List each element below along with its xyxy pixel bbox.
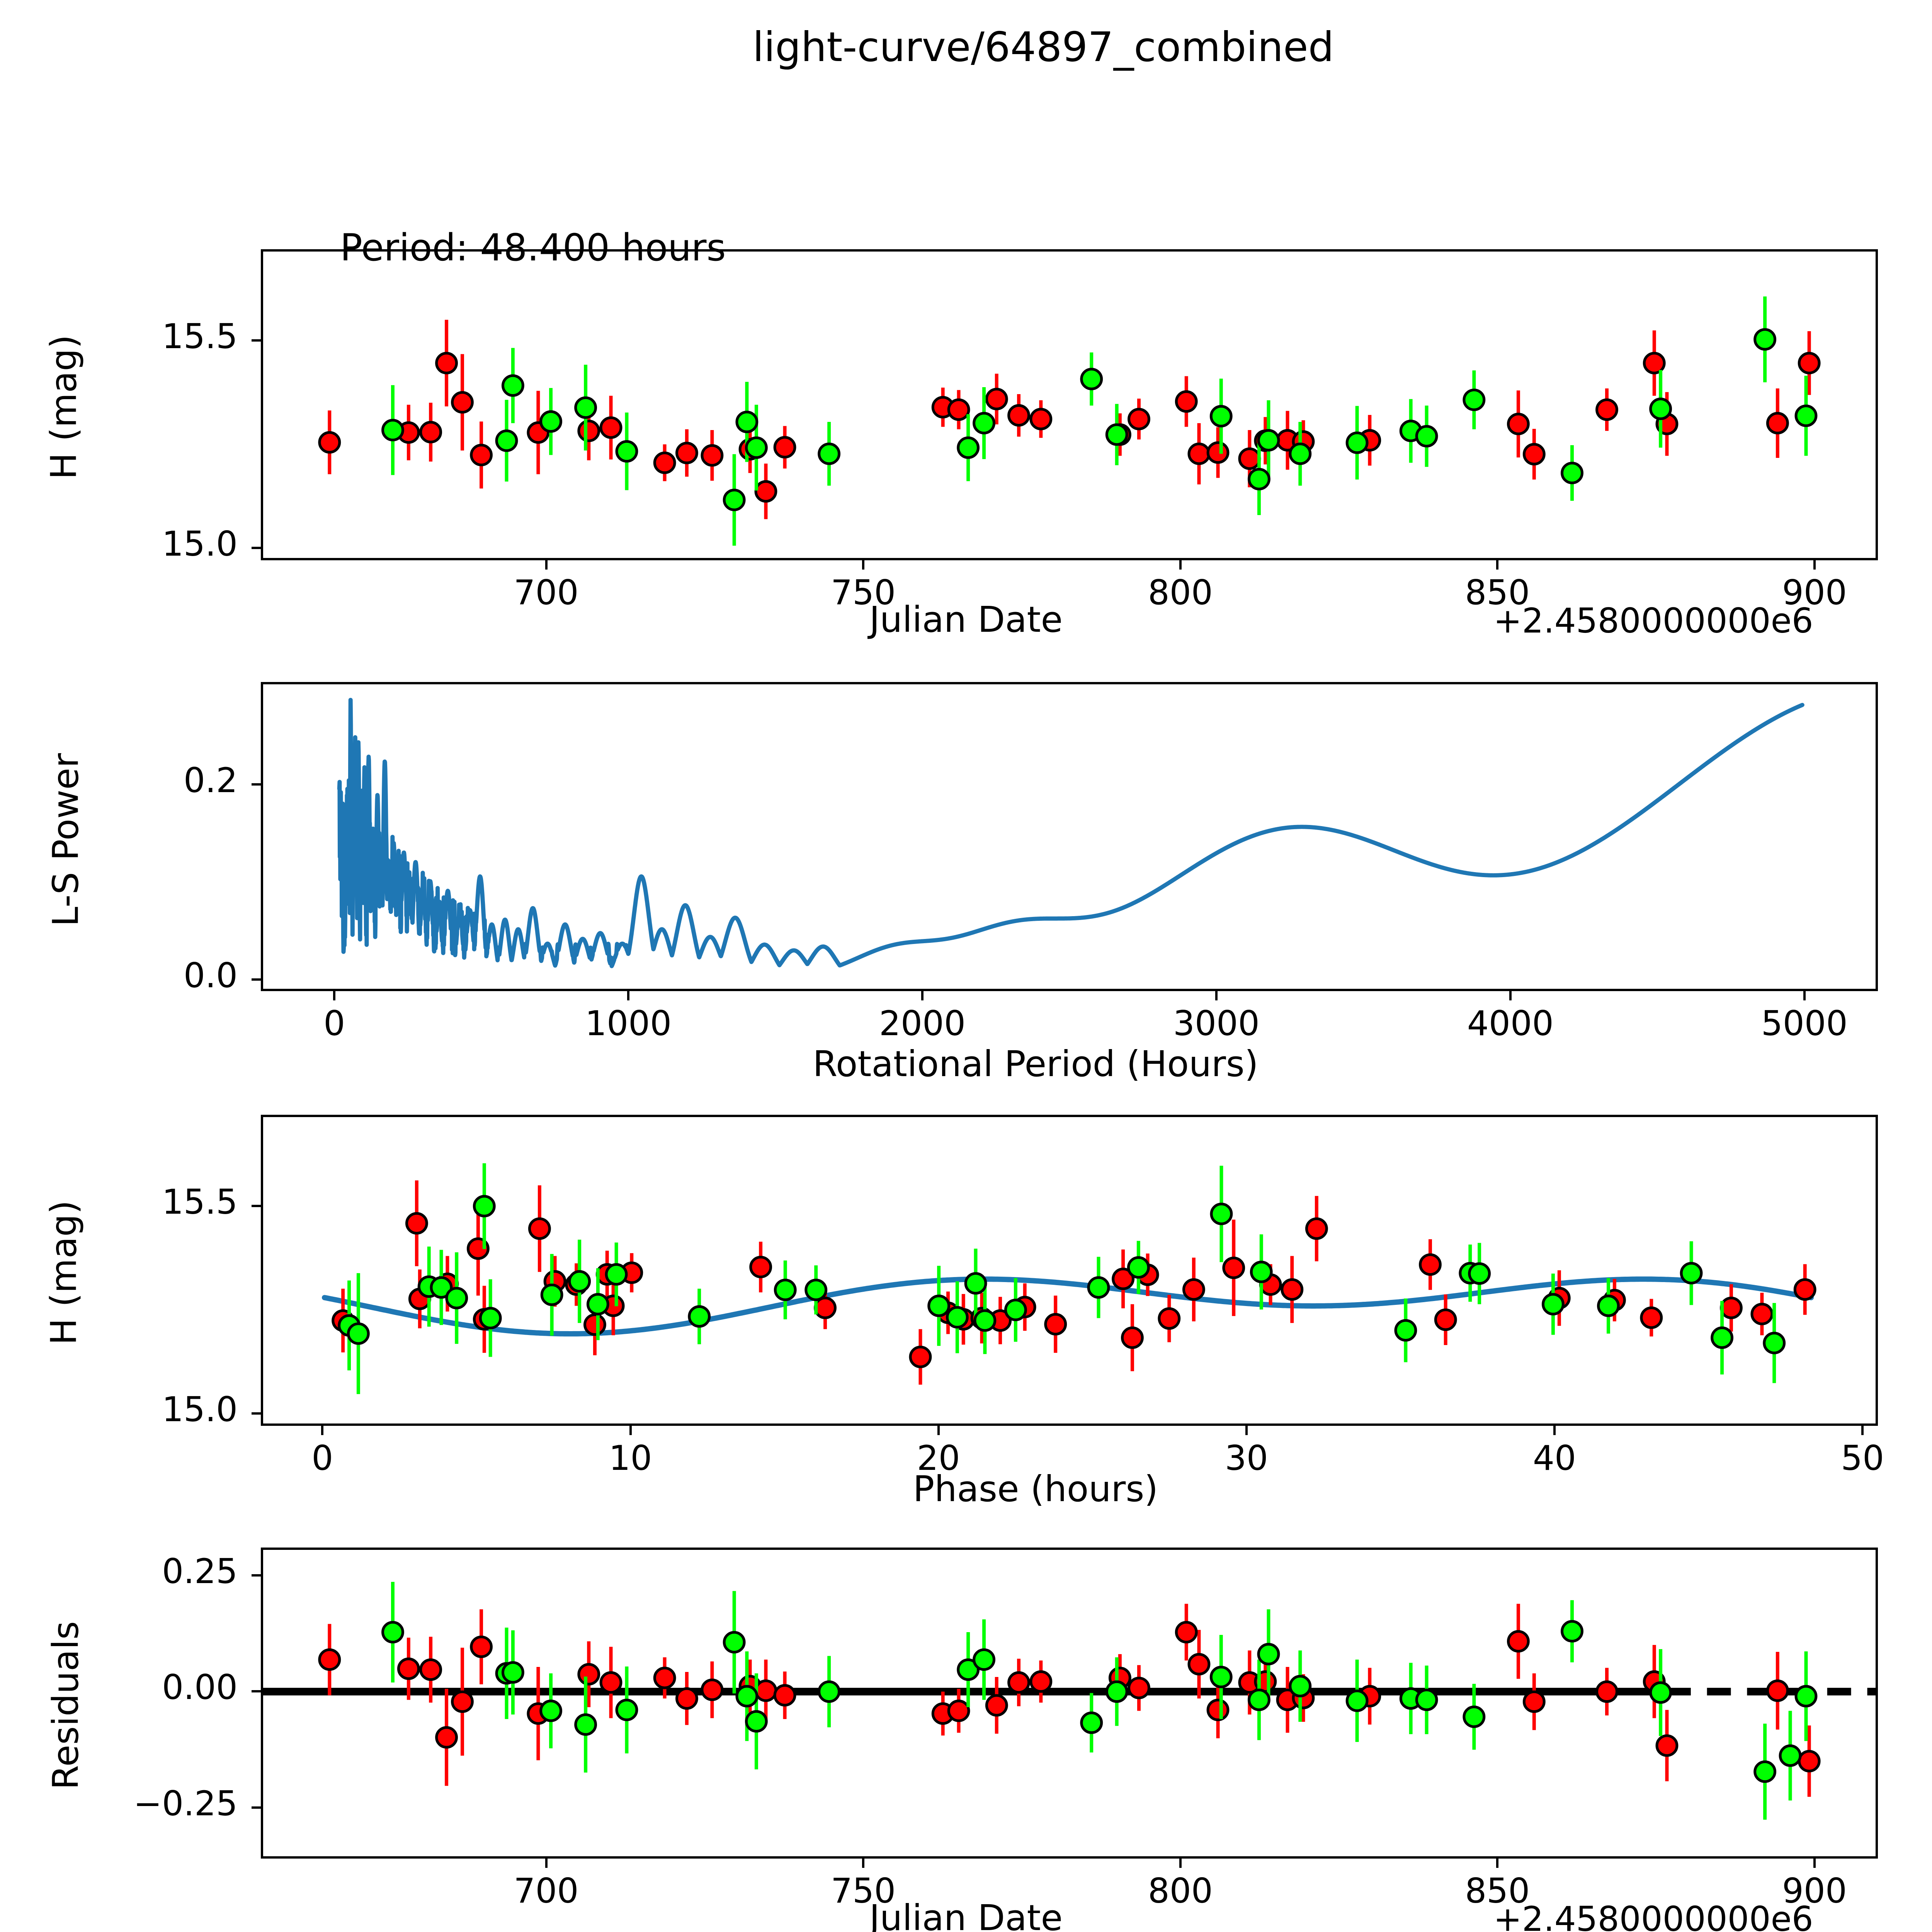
data-series-red — [318, 1604, 1821, 1797]
x-tick-mark — [627, 991, 630, 1000]
x-tick-mark — [937, 1426, 940, 1435]
x-tick-label: 850 — [1465, 573, 1530, 612]
y-tick-label: 15.5 — [162, 316, 238, 357]
x-tick-mark — [545, 1859, 548, 1868]
x-tick-label: 5000 — [1761, 1003, 1848, 1043]
x-tick-mark — [1813, 1859, 1816, 1868]
light-curve-plot-area — [318, 296, 1821, 546]
x-tick-mark — [1813, 560, 1816, 570]
y-tick-mark — [252, 1412, 261, 1415]
y-tick-label: −0.25 — [133, 1783, 238, 1823]
x-tick-label: 800 — [1148, 573, 1213, 612]
x-tick-label: 750 — [831, 1871, 896, 1911]
x-tick-mark — [862, 1859, 865, 1868]
x-tick-label: 0 — [323, 1003, 345, 1043]
x-tick-label: 750 — [831, 573, 896, 612]
x-tick-mark — [333, 991, 336, 1000]
x-tick-mark — [545, 560, 548, 570]
phase-model-curve — [321, 1276, 1814, 1337]
y-tick-mark — [252, 1690, 261, 1693]
x-tick-label: 50 — [1841, 1438, 1884, 1478]
data-series-green — [381, 296, 1818, 546]
residuals-plot-area — [263, 1582, 1876, 1820]
x-tick-label: 30 — [1225, 1438, 1268, 1478]
y-tick-label: 0.00 — [162, 1667, 238, 1708]
x-tick-mark — [1245, 1426, 1248, 1435]
periodogram-plot-area — [337, 697, 1804, 968]
x-tick-mark — [1553, 1426, 1556, 1435]
y-tick-label: 0.25 — [162, 1551, 238, 1592]
x-tick-mark — [1803, 991, 1806, 1000]
x-tick-label: 700 — [514, 573, 579, 612]
x-tick-mark — [1496, 1859, 1499, 1868]
panel-residuals — [261, 1548, 1878, 1859]
x-tick-label: 850 — [1465, 1871, 1530, 1911]
light-curve-x-axis-label: Julian Date — [869, 599, 1063, 640]
x-tick-mark — [921, 991, 924, 1000]
x-tick-label: 800 — [1148, 1871, 1213, 1911]
x-tick-label: 4000 — [1467, 1003, 1554, 1043]
period-annotation: Period: 48.400 hours — [340, 226, 726, 269]
x-tick-mark — [1496, 560, 1499, 570]
x-tick-label: 700 — [514, 1871, 579, 1911]
panel-light-curve — [261, 249, 1878, 560]
x-tick-label: 1000 — [585, 1003, 672, 1043]
data-series-green — [338, 1163, 1786, 1394]
x-tick-label: 3000 — [1173, 1003, 1260, 1043]
phase-folded-x-axis-label: Phase (hours) — [913, 1468, 1158, 1510]
x-tick-label: 0 — [311, 1438, 333, 1478]
periodogram-x-axis-label: Rotational Period (Hours) — [813, 1043, 1259, 1085]
panel-phase-folded — [261, 1115, 1878, 1426]
figure-title: light-curve/64897_combined — [752, 24, 1334, 71]
x-tick-mark — [1179, 560, 1182, 570]
x-tick-label: 10 — [609, 1438, 652, 1478]
y-tick-mark — [252, 1205, 261, 1208]
y-tick-mark — [252, 1574, 261, 1577]
y-tick-mark — [252, 339, 261, 342]
y-tick-label: 0.2 — [184, 760, 238, 800]
x-tick-mark — [321, 1426, 324, 1435]
x-tick-label: 40 — [1533, 1438, 1576, 1478]
x-tick-mark — [1509, 991, 1512, 1000]
x-tick-label: 900 — [1782, 573, 1847, 612]
y-tick-mark — [252, 978, 261, 981]
x-tick-mark — [1861, 1426, 1864, 1435]
x-tick-mark — [1179, 1859, 1182, 1868]
x-tick-mark — [629, 1426, 632, 1435]
light-curve-x-offset-label: +2.4580000000e6 — [1493, 601, 1813, 641]
periodogram-y-axis-label: L-S Power — [45, 753, 87, 927]
x-tick-label: 900 — [1782, 1871, 1847, 1911]
y-tick-mark — [252, 1806, 261, 1809]
phase-folded-plot-area — [321, 1163, 1816, 1394]
data-series-green — [381, 1582, 1818, 1820]
x-tick-mark — [1215, 991, 1218, 1000]
y-tick-label: 0.0 — [184, 955, 238, 995]
x-tick-label: 20 — [917, 1438, 960, 1478]
x-tick-mark — [862, 560, 865, 570]
x-tick-label: 2000 — [879, 1003, 966, 1043]
y-tick-label: 15.0 — [162, 1389, 238, 1429]
y-tick-mark — [252, 783, 261, 786]
y-tick-label: 15.5 — [162, 1182, 238, 1222]
residuals-x-offset-label: +2.4580000000e6 — [1493, 1899, 1813, 1932]
residuals-x-axis-label: Julian Date — [869, 1897, 1063, 1932]
panel-periodogram — [261, 682, 1878, 991]
periodogram-line — [337, 697, 1804, 968]
y-tick-mark — [252, 546, 261, 549]
y-tick-label: 15.0 — [162, 524, 238, 564]
